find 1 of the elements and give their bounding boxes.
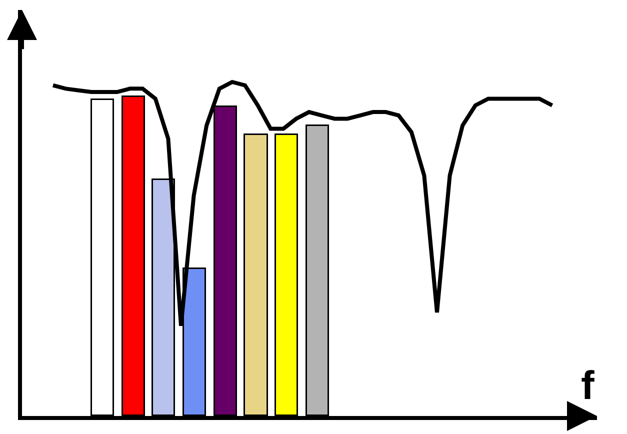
x-axis-title: f (581, 364, 595, 408)
